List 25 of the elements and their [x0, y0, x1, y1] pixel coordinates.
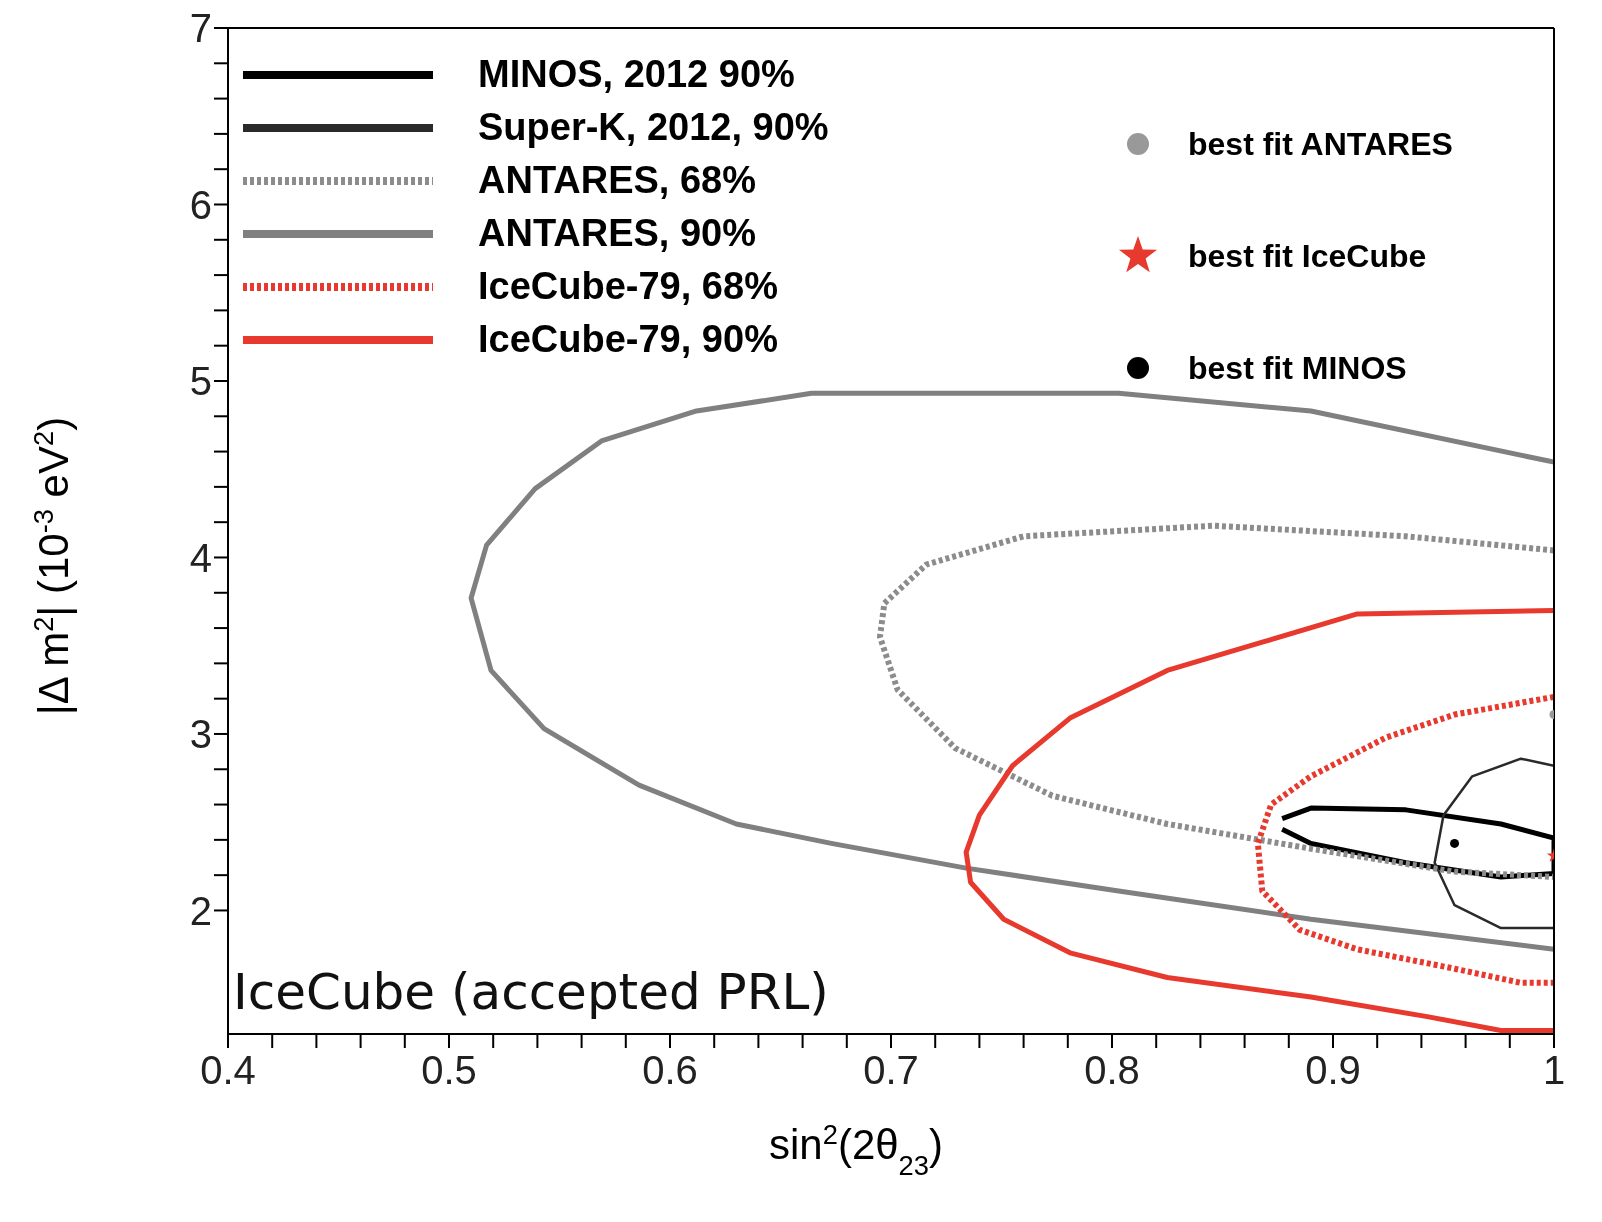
legend-label: Super-K, 2012, 90% — [478, 106, 829, 149]
annotation: IceCube (accepted PRL) — [233, 963, 829, 1021]
legend-label: ANTARES, 90% — [478, 212, 757, 255]
y-tick-label: 3 — [189, 712, 212, 757]
y-tick-label: 5 — [189, 359, 212, 404]
x-tick-label: 0.5 — [421, 1048, 477, 1093]
y-tick-label: 4 — [189, 535, 212, 580]
legend-label: best fit MINOS — [1188, 349, 1407, 387]
legend-label: ANTARES, 68% — [478, 159, 757, 202]
y-tick-label: 7 — [189, 6, 212, 51]
x-axis-title: sin$^{2}$(2θ$_{23}$) — [769, 1118, 943, 1181]
line-series — [1433, 757, 1554, 930]
legend-label: best fit ANTARES — [1188, 125, 1453, 163]
legend-label: IceCube-79, 68% — [478, 265, 778, 308]
y-tick-label: 6 — [189, 182, 212, 227]
x-tick-label: 0.6 — [642, 1048, 698, 1093]
x-tick-label: 0.8 — [1084, 1048, 1140, 1093]
legend-label: best fit IceCube — [1188, 237, 1427, 275]
legend-label: MINOS, 2012 90% — [478, 53, 795, 96]
x-tick-label: 0.4 — [200, 1048, 256, 1093]
x-tick-label: 0.9 — [1305, 1048, 1361, 1093]
x-tick-label: 0.7 — [863, 1048, 919, 1093]
legend-label: IceCube-79, 90% — [478, 318, 778, 361]
y-tick-label: 2 — [189, 888, 212, 933]
x-tick-label: 1 — [1542, 1048, 1566, 1093]
